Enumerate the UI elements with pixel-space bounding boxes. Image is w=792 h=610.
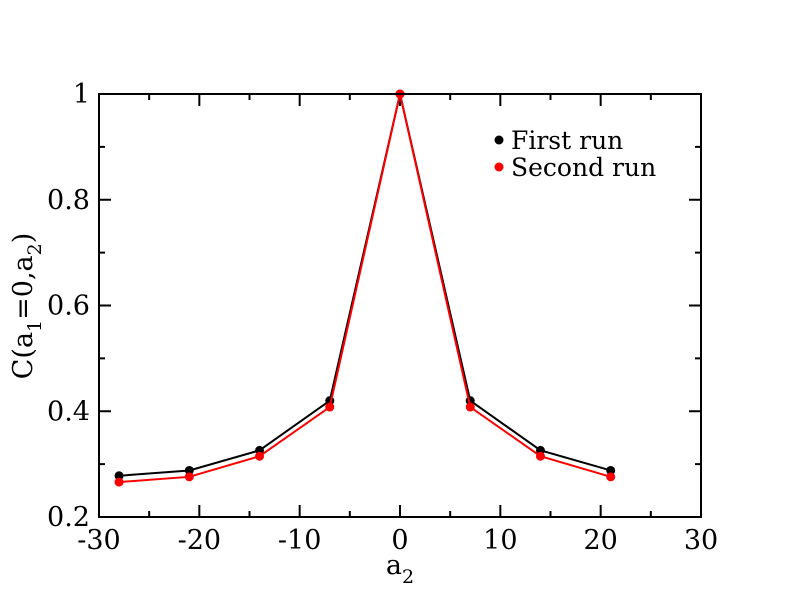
data-point-series-1	[465, 402, 475, 412]
y-tick-label: 0.8	[47, 185, 90, 216]
series-line-1	[118, 93, 611, 484]
legend: First run Second run	[494, 126, 656, 182]
data-point-series-1	[184, 472, 194, 482]
y-tick-label: 0.6	[47, 291, 90, 322]
data-point-series-1	[606, 472, 616, 482]
data-point-series-0	[114, 471, 124, 481]
legend-label-first-run: First run	[511, 126, 623, 155]
plot-frame	[98, 93, 702, 518]
data-point-series-1	[255, 451, 265, 461]
legend-label-second-run: Second run	[511, 153, 656, 182]
x-tick-label: -10	[278, 525, 321, 556]
series-group	[114, 89, 616, 487]
x-axis-label: a2	[386, 550, 414, 588]
data-point-series-1	[535, 451, 545, 461]
y-tick-label: 0.4	[47, 396, 90, 427]
legend-marker-first-run	[494, 135, 504, 145]
x-tick-label: 10	[483, 525, 517, 556]
tick-labels: -30 -20 -10 0 10 20 30 0.2 0.4 0.6 0.8 1	[47, 79, 718, 556]
data-point-series-0	[184, 465, 194, 475]
data-point-series-1	[325, 402, 335, 412]
y-tick-label: 1	[73, 79, 90, 110]
data-point-series-0	[606, 465, 616, 475]
x-tick-label: -20	[178, 525, 221, 556]
data-point-series-1	[114, 477, 124, 487]
legend-marker-second-run	[494, 162, 504, 172]
x-tick-label: 20	[583, 525, 617, 556]
y-axis-label: C(a1=0,a2)	[8, 233, 46, 380]
x-tick-label: 30	[684, 525, 718, 556]
y-tick-label: 0.2	[47, 502, 90, 533]
x-tick-label: -30	[77, 525, 120, 556]
x-tick-label: 0	[391, 525, 408, 556]
